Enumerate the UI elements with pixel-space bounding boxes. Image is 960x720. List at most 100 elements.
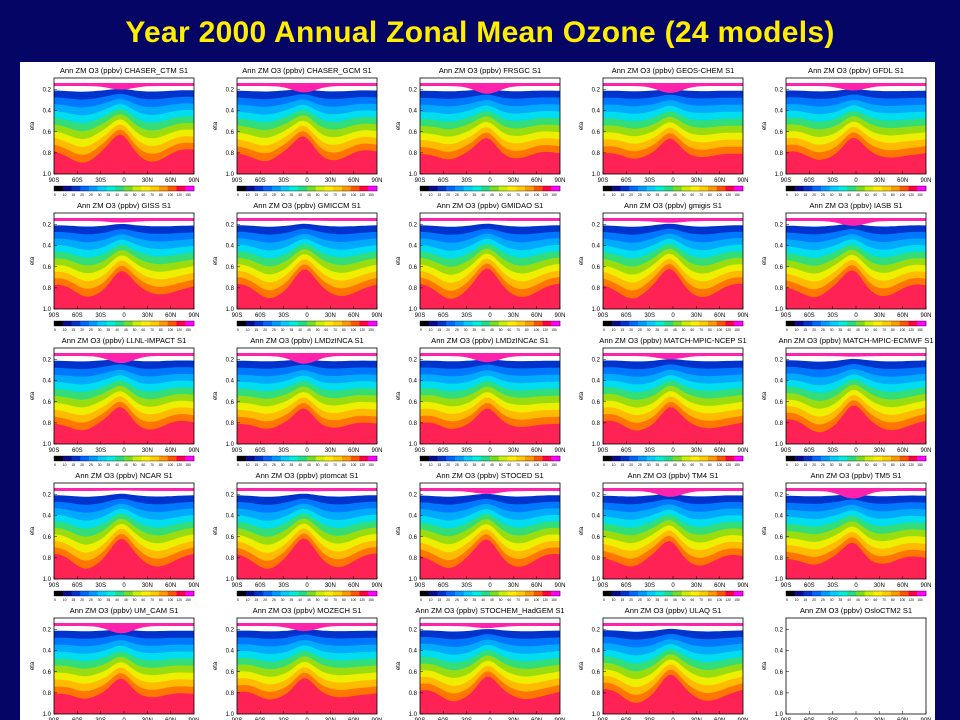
colorbar-swatch — [498, 186, 508, 191]
colorbar-swatch — [368, 186, 378, 191]
y-tick-label: 1.0 — [592, 442, 601, 448]
colorbar-swatch — [62, 186, 72, 191]
colorbar-swatch — [507, 591, 517, 596]
colorbar-tick-labels: 5 10 15 20 25 30 35 40 45 50 60 70 80 100 120 150 — [786, 463, 923, 467]
colorbar-swatch — [603, 456, 613, 461]
colorbar-tick-label: 40 — [847, 193, 851, 197]
x-tick-label: 0 — [305, 313, 309, 319]
x-tick-label: 30S — [644, 718, 655, 720]
missing-region — [603, 618, 743, 623]
colorbar-swatch — [298, 321, 308, 326]
colorbar-tick-label: 50 — [682, 463, 686, 467]
colorbar-swatch — [481, 591, 491, 596]
y-tick-label: 0.4 — [43, 649, 52, 655]
colorbar-tick-label: 20 — [629, 598, 633, 602]
model-panel: Ann ZM O3 (ppbv) GFDL S1 eta 0.2 0.4 0.6 0.8 1… — [762, 66, 932, 197]
colorbar-swatch — [62, 321, 72, 326]
x-tick-label: 30N — [142, 718, 153, 720]
colorbar-tick-label: 35 — [473, 598, 477, 602]
x-tick-label: 60S — [72, 448, 83, 454]
colorbar-tick-label: 100 — [351, 463, 357, 467]
colorbar-swatch — [803, 591, 813, 596]
colorbar-tick-label: 35 — [107, 463, 111, 467]
colorbar-tick-label: 120 — [543, 328, 549, 332]
colorbar-swatch — [176, 456, 186, 461]
x-tick-label: 90N — [188, 583, 199, 589]
colorbar-tick-label: 150 — [734, 598, 740, 602]
colorbar-tick-label: 35 — [290, 193, 294, 197]
colorbar-tick-label: 60 — [874, 328, 878, 332]
x-tick-label: 90S — [232, 448, 243, 454]
colorbar-swatch — [481, 321, 491, 326]
colorbar-swatch — [237, 591, 247, 596]
colorbar-swatch — [97, 186, 107, 191]
y-tick-label: 0.6 — [775, 535, 784, 541]
y-axis-label: eta — [762, 391, 768, 400]
y-tick-label: 1.0 — [43, 172, 52, 178]
colorbar-swatch — [690, 591, 700, 596]
colorbar-tick-label: 40 — [847, 463, 851, 467]
colorbar-swatch — [533, 456, 543, 461]
panel-title: Ann ZM O3 (ppbv) CHASER_CTM S1 — [60, 66, 188, 75]
x-tick-label: 0 — [305, 448, 309, 454]
colorbar-tick-label: 15 — [438, 193, 442, 197]
colorbar-swatch — [455, 591, 465, 596]
x-tick-label: 30S — [644, 313, 655, 319]
colorbar-tick-label: 30 — [281, 193, 285, 197]
colorbar-swatch — [516, 321, 526, 326]
x-tick-label: 60S — [438, 178, 449, 184]
x-tick-label: 90S — [598, 178, 609, 184]
y-tick-label: 0.2 — [226, 358, 235, 364]
x-tick-label: 60N — [165, 313, 176, 319]
panel-title: Ann ZM O3 (ppbv) MATCH-MPIC-ECMWF S1 — [778, 336, 933, 345]
contour-band — [603, 268, 743, 309]
colorbar-frame — [785, 320, 927, 327]
colorbar-tick-label: 70 — [516, 193, 520, 197]
colorbar-swatch — [254, 186, 264, 191]
colorbar-tick-label: 50 — [499, 463, 503, 467]
x-tick-label: 30S — [461, 313, 472, 319]
missing-region — [603, 213, 743, 218]
colorbar-tick-label: 30 — [464, 328, 468, 332]
colorbar-swatch — [185, 186, 195, 191]
colorbar-swatch — [472, 186, 482, 191]
x-tick-label: 60N — [714, 583, 725, 589]
missing-region — [54, 78, 194, 83]
colorbar-tick-label: 100 — [717, 463, 723, 467]
colorbar-swatch — [272, 456, 282, 461]
colorbar-frame — [785, 185, 927, 192]
colorbar-swatch — [167, 456, 177, 461]
colorbar-tick-label: 30 — [647, 193, 651, 197]
colorbar-swatch — [333, 186, 343, 191]
colorbar-swatch — [673, 456, 683, 461]
colorbar-tick-label: 40 — [298, 463, 302, 467]
colorbar-swatch — [280, 591, 290, 596]
colorbar-tick-label: 120 — [360, 598, 366, 602]
y-tick-label: 1.0 — [409, 442, 418, 448]
colorbar-tick-label: 50 — [865, 598, 869, 602]
y-tick-label: 0.6 — [409, 265, 418, 271]
colorbar-swatch — [132, 591, 142, 596]
x-tick-label: 60S — [255, 313, 266, 319]
colorbar-swatch — [812, 321, 822, 326]
y-tick-label: 0.4 — [409, 109, 418, 115]
contour-band — [54, 539, 194, 579]
y-tick-label: 0.4 — [775, 109, 784, 115]
colorbar-tick-label: 30 — [98, 598, 102, 602]
x-tick-label: 60S — [804, 313, 815, 319]
colorbar-tick-labels: 5 10 15 20 25 30 35 40 45 50 60 70 80 100 120 150 — [54, 598, 191, 602]
colorbar-frame — [419, 590, 561, 597]
colorbar-tick-label: 60 — [508, 463, 512, 467]
colorbar-swatch — [141, 456, 151, 461]
contour-band — [603, 407, 743, 444]
panel-title: Ann ZM O3 (ppbv) GMICCM S1 — [253, 201, 361, 210]
colorbar-tick-label: 40 — [481, 598, 485, 602]
x-tick-label: 90S — [232, 313, 243, 319]
colorbar-tick-labels: 5 10 15 20 25 30 35 40 45 50 60 70 80 100 120 150 — [420, 193, 557, 197]
colorbar-swatch — [917, 321, 927, 326]
colorbar-swatch — [507, 186, 517, 191]
y-axis-label: eta — [396, 526, 402, 535]
colorbar-swatch — [673, 186, 683, 191]
colorbar-frame — [602, 320, 744, 327]
colorbar-tick-label: 80 — [708, 598, 712, 602]
